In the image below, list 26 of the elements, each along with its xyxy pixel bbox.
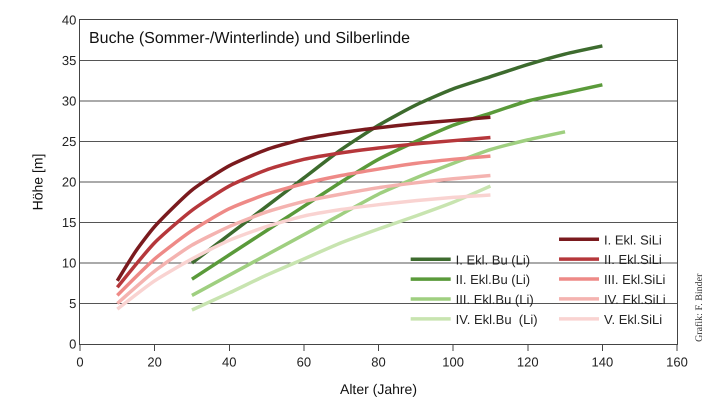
y-tick-label: 20 (62, 174, 76, 190)
x-tick-label: 40 (222, 354, 236, 370)
x-axis-title: Alter (Jahre) (340, 380, 418, 397)
legend-label: I. Ekl. SiLi (604, 232, 662, 248)
legend-label: III. Ekl.SiLi (604, 272, 666, 288)
legend-label: IV. Ekl.Bu (Li) (456, 312, 538, 327)
y-tick-label: 10 (62, 256, 76, 271)
x-tick-label: 100 (442, 354, 464, 370)
legend-label: II. Ekl.Bu (Li) (456, 272, 530, 288)
x-tick-label: 120 (516, 354, 539, 370)
text: Buche (Sommer-/Winterlinde) und Silberlinde (89, 30, 410, 47)
y-tick-label: 15 (62, 215, 76, 230)
x-tick-label: 80 (371, 354, 386, 370)
x-tick-label: 60 (296, 354, 312, 370)
x-tick-label: 160 (666, 354, 688, 370)
x-tick-label: 140 (592, 354, 614, 370)
y-tick-label: 5 (69, 296, 76, 312)
y-tick-label: 35 (62, 53, 76, 68)
y-tick-label: 30 (62, 94, 76, 109)
legend-label: V. Ekl.SiLi (604, 312, 662, 327)
y-tick-label: 0 (69, 336, 76, 352)
y-tick-label: 25 (62, 134, 76, 150)
text: Grafik: F. Binder (694, 272, 702, 342)
y-tick-label: 40 (62, 12, 76, 28)
x-tick-label: 20 (147, 354, 162, 370)
y-axis-title: Höhe [m] (30, 154, 46, 210)
